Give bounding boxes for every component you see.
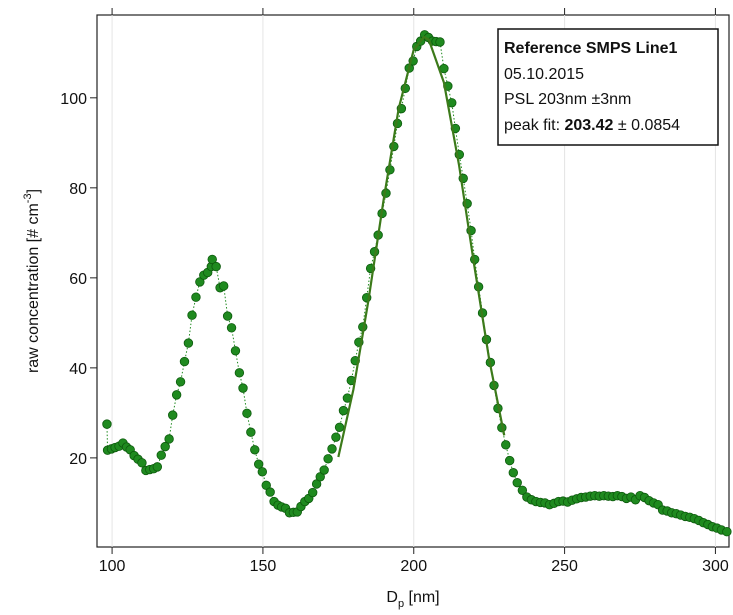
data-point [323,454,333,464]
annotation-date: 05.10.2015 [504,66,584,83]
data-point [435,37,445,47]
data-point [164,434,174,444]
data-point [238,383,248,393]
data-point [222,311,233,321]
x-label-unit: [nm] [404,589,440,606]
data-point [226,323,237,333]
data-point [156,450,166,460]
annotation-title: Reference SMPS Line1 [504,40,678,57]
data-point [137,458,147,468]
data-point [722,526,732,537]
data-point [253,459,264,469]
y-label-sup: -3 [22,193,34,203]
x-axis-label: Dp [nm] [386,589,439,610]
data-point [327,444,337,454]
data-point [334,422,345,432]
data-point [219,281,229,291]
x-tick-label: 200 [400,558,427,575]
data-point [307,487,318,498]
data-point [183,338,194,348]
data-point [331,432,341,442]
fit-error: ± 0.0854 [618,117,680,134]
data-point [187,310,197,320]
data-point [102,419,112,429]
data-point [171,390,182,400]
x-tick-label: 250 [551,558,578,575]
y-label-main: raw concentration [# cm [25,203,42,373]
data-point [168,410,178,420]
y-label-end: ] [25,189,42,193]
y-tick-label: 100 [60,91,87,108]
fit-line [337,35,506,458]
data-point [207,254,217,265]
annotation-fit: peak fit: 203.42 ± 0.0854 [504,117,680,134]
y-tick-label: 60 [69,271,87,288]
data-point [191,292,201,302]
x-label-sub: p [398,598,404,610]
data-point [175,377,186,387]
data-point [152,462,163,472]
y-tick-label: 20 [69,451,87,468]
data-point [160,441,170,452]
annotation-standard: PSL 203nm ±3nm [504,91,631,108]
annotation-box: Reference SMPS Line1 05.10.2015 PSL 203n… [497,28,719,146]
x-tick-label: 100 [99,558,126,575]
data-point [501,440,511,450]
x-label-main: D [386,589,398,606]
y-tick-label: 80 [69,181,87,198]
data-point [246,427,256,437]
data-point [257,467,268,477]
fit-label: peak fit: [504,117,560,134]
annotation-frame [497,28,719,146]
data-point [211,261,221,272]
data-point [504,455,515,466]
x-tick-label: 300 [702,558,729,575]
y-tick-label: 40 [69,361,87,378]
data-point [517,485,528,495]
data-point [508,468,519,478]
data-point [179,356,190,367]
data-point [234,368,245,378]
data-point [512,477,522,488]
y-axis-label: raw concentration [# cm-3] [22,189,42,373]
data-point [265,487,275,497]
data-point [338,405,349,416]
data-point [230,346,241,356]
data-point [242,408,252,419]
fit-value: 203.42 [564,117,613,134]
x-tick-label: 150 [250,558,277,575]
data-point [250,445,260,455]
data-point [319,465,329,475]
